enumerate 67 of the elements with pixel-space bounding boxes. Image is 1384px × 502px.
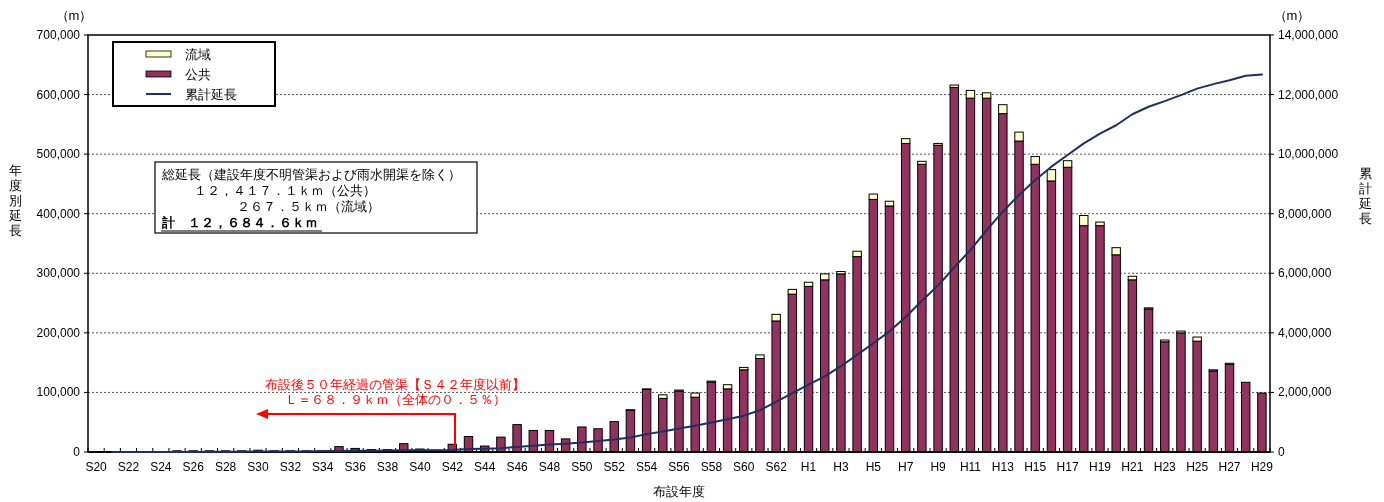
x-tick-label: S36 [344,460,367,474]
annotation: 計 １２，６８４．６ｋｍ [161,215,318,230]
y-tick-label: 100,000 [36,385,81,400]
x-tick-label: S20 [85,460,108,474]
annotation: １２，４１７．１ｋｍ（公共） [194,183,376,198]
x-tick-label: H25 [1186,460,1209,474]
annotation: 布設後５０年経過の管渠【Ｓ４２年度以前】 [265,377,525,392]
legend-label: 累計延長 [185,87,237,102]
x-tick-label: H3 [833,460,849,474]
x-tick-label: S44 [474,460,496,474]
legend-label: 流域 [185,47,211,62]
x-tick-label: S38 [376,460,399,474]
y2-tick-label: 0 [1278,445,1285,459]
x-tick-label: S46 [506,460,529,474]
annotation: Ｌ＝６８．９ｋｍ（全体の０．５％） [284,392,506,407]
y2-tick-label: 10,000,000 [1278,147,1339,162]
x-tick-label: H23 [1153,460,1177,474]
x-tick-label: H1 [800,460,817,474]
y-axis-title: 年度別延長 [7,163,22,238]
annotation: 総延長（建設年度不明管渠および雨水開渠を除く） [161,167,461,182]
x-axis-title: 布設年度 [653,484,705,499]
x-tick-label: S54 [635,460,658,474]
x-tick-label: S28 [214,460,237,474]
x-tick-label: S42 [441,460,464,474]
x-tick-label: H13 [991,460,1015,474]
x-tick-label: S50 [571,460,593,474]
text: （m） [1273,8,1311,23]
x-tick-label: S22 [117,460,140,474]
x-tick-label: S30 [247,460,270,474]
x-tick-label: H29 [1250,460,1274,474]
x-tick-label: S56 [668,460,690,474]
legend-label: 公共 [185,67,211,82]
x-tick-label: H15 [1024,460,1047,474]
y-tick-label: 700,000 [36,28,81,42]
x-tick-label: H9 [930,460,947,474]
x-tick-label: H19 [1088,460,1112,474]
annotation: ２６７．５ｋｍ（流域） [237,199,380,214]
x-tick-label: H27 [1218,460,1241,474]
y2-tick-label: 6,000,000 [1278,266,1332,281]
y-tick-label: 300,000 [36,266,81,281]
text: （m） [55,8,93,23]
x-tick-label: H7 [898,460,914,474]
x-tick-label: H11 [959,460,982,474]
x-tick-label: S32 [279,460,302,474]
y2-tick-label: 4,000,000 [1278,325,1332,340]
y-tick-label: 200,000 [36,325,81,340]
y2-tick-label: 2,000,000 [1278,385,1332,400]
x-tick-label: S40 [409,460,431,474]
x-tick-label: H17 [1056,460,1079,474]
y2-tick-label: 14,000,000 [1278,28,1339,42]
x-tick-label: S58 [700,460,723,474]
y-tick-label: 400,000 [36,206,81,221]
y-tick-label: 0 [73,445,81,459]
y2-axis-title: 累計延長 [1357,166,1372,226]
y2-tick-label: 8,000,000 [1278,206,1332,221]
x-tick-label: S48 [538,460,561,474]
x-tick-label: H21 [1121,460,1144,474]
x-tick-label: S26 [182,460,205,474]
x-tick-label: S52 [603,460,626,474]
x-tick-label: S34 [312,460,334,474]
x-tick-label: H5 [865,460,882,474]
x-tick-label: S62 [765,460,788,474]
x-tick-label: S24 [150,460,172,474]
y2-tick-label: 12,000,000 [1278,87,1339,102]
x-tick-label: S60 [733,460,755,474]
y-tick-label: 500,000 [36,147,81,162]
y-tick-label: 600,000 [36,87,81,102]
